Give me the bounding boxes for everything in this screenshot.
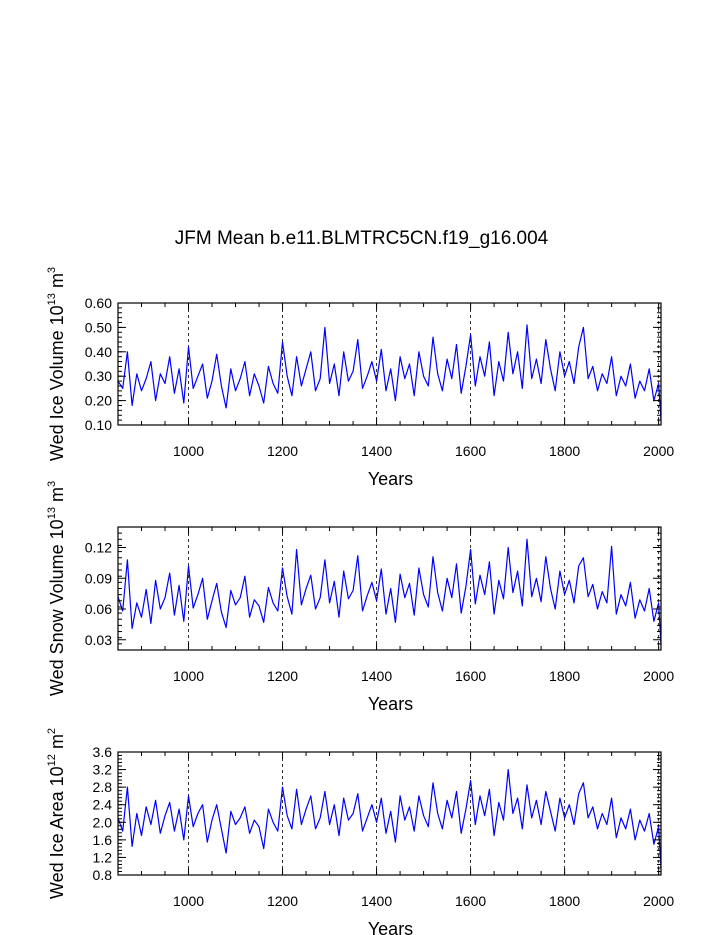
x-tick-label: 1000	[173, 443, 204, 459]
y-tick-label: 0.60	[85, 295, 112, 311]
x-tick-label: 2000	[643, 443, 674, 459]
plot-frame	[117, 751, 662, 876]
y-tick-label: 0.20	[85, 393, 112, 409]
y-tick-label: 0.8	[93, 867, 113, 883]
x-axis-label: Years	[368, 919, 413, 935]
x-tick-label: 1200	[267, 893, 298, 909]
data-line	[117, 538, 662, 645]
chart-panel-2: 1000 1200 1400 1600 1800 2000 0.03 0.06 0.09 0.12…	[46, 481, 674, 714]
y-tick-label: 0.30	[85, 368, 112, 384]
y-tick-label: 1.6	[93, 832, 113, 848]
x-tick-label: 1000	[173, 893, 204, 909]
plot-frame	[117, 302, 662, 426]
x-tick-label: 2000	[643, 668, 674, 684]
y-tick-label: 0.10	[85, 417, 112, 433]
y-tick-label: 2.4	[93, 797, 113, 813]
y-axis-label: Wed Snow Volume 1013 m3	[46, 481, 67, 696]
y-tick-label: 0.40	[85, 344, 112, 360]
x-tick-label: 1800	[549, 668, 580, 684]
y-tick-label: 1.2	[93, 849, 113, 865]
y-tick-label: 2.8	[93, 779, 113, 795]
chart-panel-1: 1000 1200 1400 1600 1800 2000 0.10 0.20 0.30 0.40…	[46, 267, 674, 489]
y-tick-label: 3.6	[93, 744, 113, 760]
x-tick-label: 1000	[173, 668, 204, 684]
x-tick-label: 1600	[455, 668, 486, 684]
x-tick-label: 1400	[361, 443, 392, 459]
y-tick-label: 0.50	[85, 319, 112, 335]
x-axis-label: Years	[368, 469, 413, 489]
x-tick-label: 1200	[267, 668, 298, 684]
y-tick-label: 0.09	[85, 570, 112, 586]
y-tick-label: 2.0	[93, 814, 113, 830]
y-tick-label: 3.2	[93, 762, 113, 778]
chart-title: JFM Mean b.e11.BLMTRC5CN.f19_g16.004	[174, 228, 549, 249]
chart-panel-3: 1000 1200 1400 1600 1800 2000 0.8 1.21.6 2.02.4 2…	[46, 728, 674, 935]
x-tick-label: 1400	[361, 893, 392, 909]
y-tick-label: 0.03	[85, 632, 112, 648]
x-tick-label: 1600	[455, 443, 486, 459]
x-tick-label: 2000	[643, 893, 674, 909]
x-tick-label: 1200	[267, 443, 298, 459]
data-line	[117, 324, 662, 421]
x-tick-label: 1800	[549, 893, 580, 909]
data-line	[117, 768, 662, 869]
y-tick-label: 0.12	[85, 540, 112, 556]
x-tick-label: 1600	[455, 893, 486, 909]
y-tick-label: 0.06	[85, 601, 112, 617]
y-axis-label: Wed Ice Volume 1013 m3	[46, 267, 67, 461]
x-tick-label: 1400	[361, 668, 392, 684]
x-axis-label: Years	[368, 694, 413, 714]
x-tick-label: 1800	[549, 443, 580, 459]
y-axis-label: Wed Ice Area 1012 m2	[46, 728, 67, 899]
